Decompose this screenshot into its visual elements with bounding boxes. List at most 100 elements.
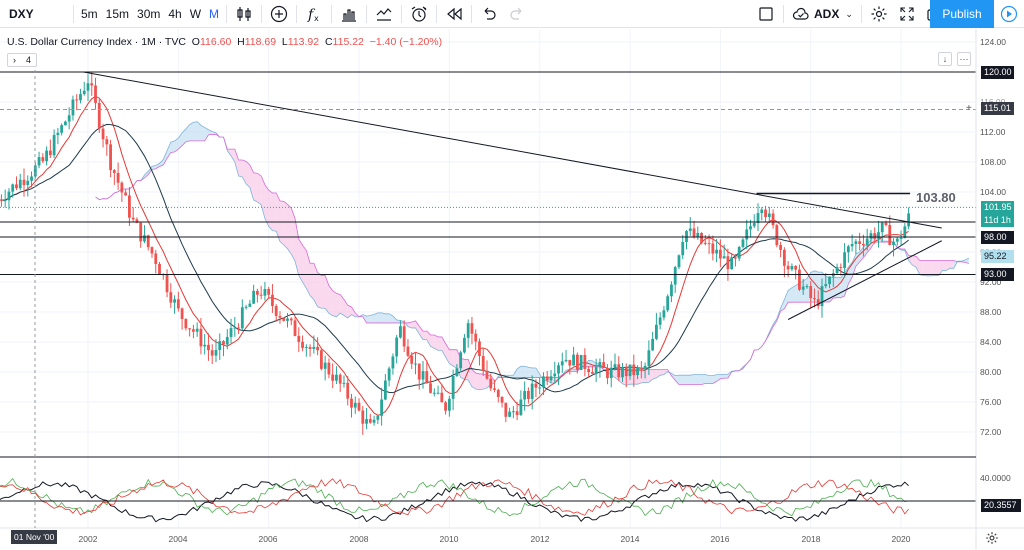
candle-body [835, 267, 839, 274]
settings-button[interactable] [865, 0, 893, 28]
candle-body [436, 392, 440, 394]
candle-body [692, 228, 696, 237]
level-tag-120: 120.00 [981, 66, 1014, 79]
publish-button[interactable]: Publish [930, 0, 994, 28]
fullscreen-button[interactable] [893, 0, 921, 28]
candle-body [895, 238, 899, 242]
cloud-segment [438, 336, 442, 351]
candle-body [135, 219, 139, 223]
interval-5m[interactable]: 5m [81, 6, 98, 21]
cloud-segment [532, 367, 536, 378]
candle-body [771, 213, 775, 226]
up-trendline [787, 240, 942, 320]
interval-4h[interactable]: 4h [168, 6, 182, 21]
candle-body [353, 402, 357, 408]
candle-body [67, 115, 71, 122]
indicator-count: 4 [25, 55, 31, 65]
candle-body [312, 346, 316, 350]
alert-button[interactable] [405, 0, 433, 28]
price-tick: 124.00 [980, 37, 1006, 47]
cloud-segment [200, 125, 205, 141]
candle-body [263, 289, 267, 296]
cloud-segment [709, 375, 713, 384]
interval-m[interactable]: M [209, 6, 220, 21]
interval-15m[interactable]: 15m [105, 6, 130, 21]
candle-body [782, 249, 786, 266]
cloud-segment [675, 375, 679, 385]
candle-body [335, 374, 338, 381]
down-trendline [83, 71, 942, 229]
candle-body [417, 363, 421, 380]
candle-body [150, 247, 154, 254]
candle-body [572, 354, 575, 366]
redo-button[interactable] [503, 0, 531, 28]
cloud-segment [468, 359, 472, 387]
gear-icon[interactable] [985, 531, 999, 545]
replay-button[interactable] [440, 0, 468, 28]
candle-body [176, 299, 180, 309]
divider [436, 4, 438, 23]
undo-button[interactable] [475, 0, 503, 28]
cloud-segment [381, 312, 386, 323]
cloud-segment [652, 369, 657, 380]
cloud-segment [167, 142, 171, 159]
layout-button[interactable] [752, 0, 780, 28]
osc-tick: 40.0000 [980, 473, 1011, 483]
candle-body [489, 378, 493, 389]
candle-body [700, 232, 703, 243]
candle-body [33, 165, 37, 177]
templates-button[interactable] [370, 0, 398, 28]
cloud-segment [517, 366, 521, 378]
candle-body [380, 399, 384, 416]
candle-body [557, 365, 560, 374]
cloud-segment [268, 190, 273, 231]
candle-body [267, 289, 271, 295]
crosshair-add-icon[interactable]: + [966, 103, 972, 114]
close-value: 115.22 [332, 36, 364, 48]
open-value: 116.60 [199, 36, 232, 48]
more-button[interactable]: ⋯ [957, 52, 971, 66]
cloud-segment [803, 278, 807, 303]
candle-body [530, 383, 534, 399]
interval-30m[interactable]: 30m [137, 6, 161, 21]
adx-line [0, 481, 909, 523]
candle-body [594, 367, 598, 374]
candle-body [869, 233, 873, 239]
scroll-down-button[interactable]: ↓ [938, 52, 952, 66]
candle-body [459, 352, 463, 369]
candle-body [824, 284, 828, 287]
play-button[interactable] [994, 0, 1024, 28]
financials-button[interactable] [335, 0, 363, 28]
candle-body [282, 317, 286, 321]
interval-w[interactable]: W [189, 6, 202, 21]
candle-body [764, 209, 767, 218]
cloud-segment [321, 275, 326, 309]
candle-body [101, 128, 105, 140]
cloud-segment [528, 367, 533, 378]
candle-body [116, 172, 120, 183]
candle-body [538, 387, 542, 389]
candle-body [331, 374, 335, 381]
candle-body [86, 83, 90, 91]
cloud-segment [392, 316, 397, 323]
indicators-toggle[interactable]: › 4 [7, 53, 37, 67]
cloud-segment [923, 260, 928, 276]
candle-body [722, 256, 726, 259]
candle-body [854, 241, 858, 245]
chart-type-button[interactable] [230, 0, 258, 28]
candle-body [564, 359, 568, 362]
symbol-search[interactable]: DXY [9, 6, 34, 21]
candle-body [301, 341, 304, 348]
price-chart[interactable] [0, 28, 1024, 550]
candle-body [128, 195, 131, 218]
candle-body [338, 374, 342, 384]
rewind-icon [447, 7, 462, 20]
save-layout-button[interactable]: ADX ⌄ [787, 0, 858, 28]
compare-button[interactable] [265, 0, 293, 28]
last-price-tag: 101.95 [981, 201, 1014, 214]
undo-icon [484, 7, 496, 20]
cloud-segment [197, 121, 201, 141]
cloud-segment [908, 255, 913, 266]
candle-body [64, 121, 67, 126]
